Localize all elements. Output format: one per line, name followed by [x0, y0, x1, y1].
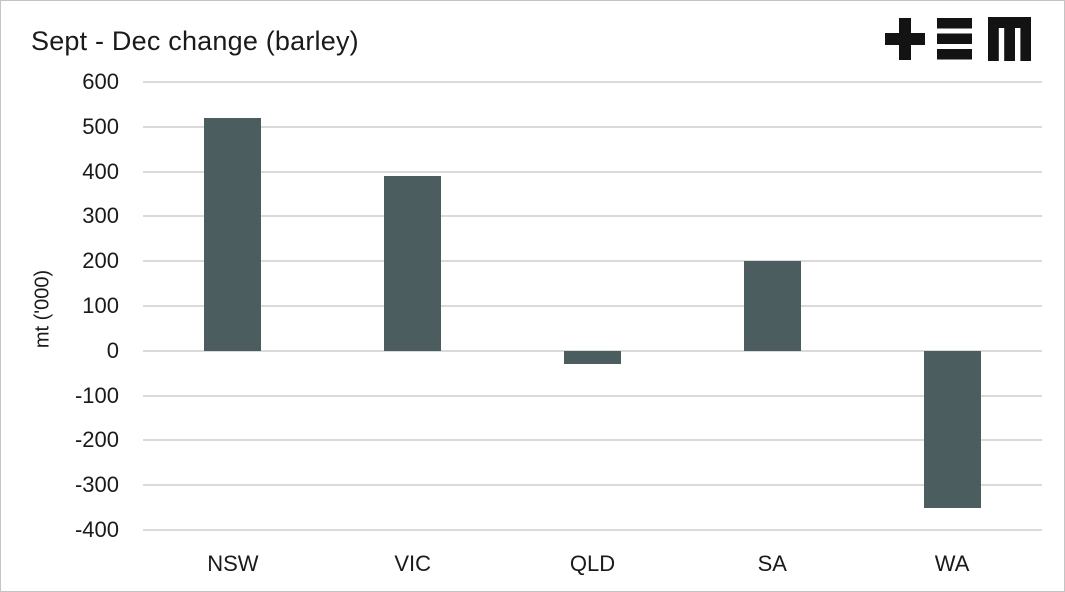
bar-wa: [923, 350, 981, 508]
bar-qld: [564, 350, 621, 365]
gridline-y--400: [143, 529, 1042, 531]
y-tick-label--100: -100: [74, 382, 119, 408]
y-tick-label--300: -300: [74, 472, 119, 498]
x-tick-label-sa: SA: [757, 551, 787, 576]
chart-title: Sept - Dec change (barley): [31, 26, 359, 56]
x-tick-label-nsw: NSW: [207, 551, 259, 576]
logo-triple-bar-glyph: [937, 18, 972, 60]
x-tick-label-qld: QLD: [569, 551, 616, 576]
y-tick-label--200: -200: [74, 427, 119, 453]
y-tick-label--400: -400: [74, 517, 119, 542]
bar-vic: [384, 176, 442, 351]
x-tick-label-vic: VIC: [394, 551, 432, 576]
gridline-y--300: [143, 484, 1042, 487]
y-tick-label-500: 500: [82, 113, 119, 139]
gridline-y-200: [143, 260, 1042, 263]
y-tick-label-400: 400: [82, 158, 119, 184]
logo-m-glyph: [988, 17, 1031, 61]
logo-plus-glyph: [885, 18, 925, 60]
y-tick-label-200: 200: [82, 248, 119, 274]
tem-logo-icon: [885, 17, 1031, 61]
x-tick-label-wa: WA: [934, 551, 970, 576]
gridline-y-500: [143, 125, 1042, 128]
y-tick-label-600: 600: [82, 69, 119, 94]
bar-nsw: [204, 117, 262, 351]
gridline-y-100: [143, 305, 1042, 307]
gridline-y-400: [143, 170, 1042, 173]
gridline-y--200: [143, 439, 1042, 442]
y-tick-label-300: 300: [82, 203, 119, 229]
y-tick-label-100: 100: [82, 293, 119, 318]
y-tick-label-0: 0: [106, 337, 119, 363]
bar-sa: [743, 261, 801, 351]
gridline-y-300: [143, 215, 1042, 218]
gridline-y--100: [143, 394, 1042, 397]
gridline-y-600: [143, 81, 1042, 83]
